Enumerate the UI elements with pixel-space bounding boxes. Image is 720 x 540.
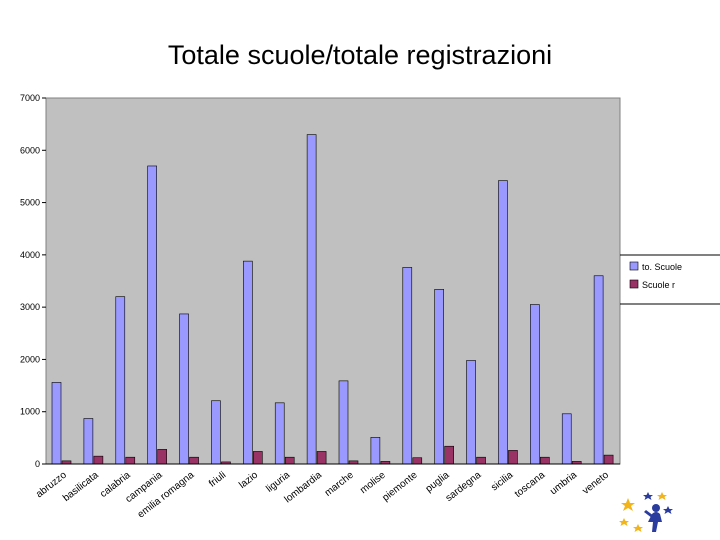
y-tick-label: 1000 bbox=[20, 407, 40, 417]
bar-to-scuole bbox=[338, 380, 349, 465]
bar-scuole-r bbox=[93, 455, 104, 465]
y-tick-label: 5000 bbox=[20, 198, 40, 208]
bar-to-scuole bbox=[498, 180, 508, 465]
bar-scuole-r bbox=[189, 456, 199, 465]
bar-to-scuole bbox=[51, 382, 62, 465]
legend-label: Scuole r bbox=[642, 280, 675, 290]
bar-to-scuole bbox=[593, 275, 604, 465]
y-tick-label: 6000 bbox=[20, 145, 40, 155]
bar-scuole-r bbox=[157, 449, 167, 465]
bar-to-scuole bbox=[83, 418, 94, 465]
y-tick-label: 7000 bbox=[20, 93, 40, 103]
bar-to-scuole bbox=[274, 402, 285, 465]
bar-scuole-r bbox=[253, 451, 263, 465]
bar-to-scuole bbox=[434, 289, 444, 465]
bar-scuole-r bbox=[125, 456, 136, 465]
bar-to-scuole bbox=[561, 413, 572, 465]
x-tick-label: liguria bbox=[264, 469, 292, 494]
bar-to-scuole bbox=[466, 360, 476, 465]
x-tick-label: sicilia bbox=[489, 469, 515, 493]
y-tick-label: 2000 bbox=[20, 354, 40, 364]
bar-to-scuole bbox=[306, 134, 317, 465]
bar-scuole-r bbox=[284, 456, 295, 465]
y-tick-label: 3000 bbox=[20, 302, 40, 312]
bar-to-scuole bbox=[370, 437, 381, 465]
x-tick-label: veneto bbox=[581, 469, 612, 496]
x-tick-label: toscana bbox=[513, 469, 548, 500]
x-tick-label: sardegna bbox=[444, 469, 484, 504]
bar-scuole-r bbox=[476, 456, 486, 465]
bar-scuole-r bbox=[540, 456, 550, 465]
x-tick-label: piemonte bbox=[380, 469, 420, 503]
y-tick-label: 0 bbox=[35, 459, 40, 469]
legend-swatch bbox=[629, 279, 639, 289]
legend-label: to. Scuole bbox=[642, 262, 682, 272]
bar-to-scuole bbox=[402, 267, 413, 465]
bar-to-scuole bbox=[115, 296, 126, 465]
bar-to-scuole bbox=[179, 313, 189, 465]
x-tick-label: friuli bbox=[207, 470, 228, 490]
y-tick-label: 4000 bbox=[20, 250, 40, 260]
x-tick-label: basilicata bbox=[61, 469, 101, 504]
bar-to-scuole bbox=[147, 165, 157, 465]
x-tick-label: puglia bbox=[424, 469, 452, 494]
slide-title: Totale scuole/totale registrazioni bbox=[167, 40, 553, 70]
x-tick-label: lazio bbox=[237, 469, 260, 491]
bar-scuole-r bbox=[412, 457, 423, 465]
x-tick-label: emilia romagna bbox=[136, 469, 197, 520]
legend-swatch bbox=[629, 261, 639, 271]
bar-scuole-r bbox=[508, 450, 518, 465]
bar-scuole-r bbox=[603, 454, 614, 465]
bar-to-scuole bbox=[211, 400, 221, 465]
plot-area bbox=[45, 97, 621, 465]
bar-scuole-r bbox=[316, 451, 327, 465]
logo-icon bbox=[619, 492, 673, 532]
x-tick-label: marche bbox=[323, 469, 356, 498]
bar-to-scuole bbox=[243, 260, 253, 465]
bar-to-scuole bbox=[530, 304, 540, 465]
bar-scuole-r bbox=[444, 445, 454, 465]
x-tick-label: umbria bbox=[548, 469, 579, 497]
